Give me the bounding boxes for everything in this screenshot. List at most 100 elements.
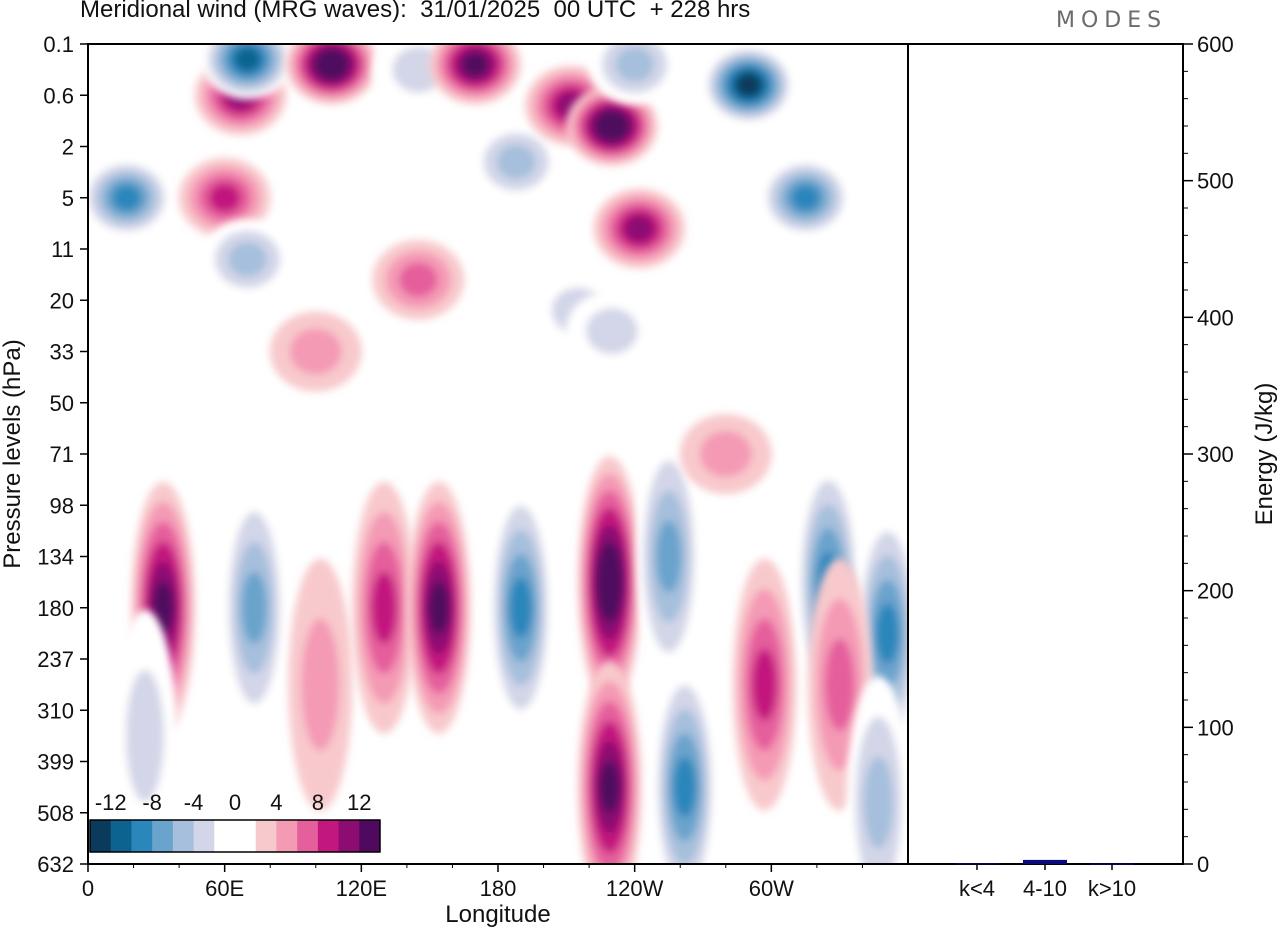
wind-anomaly — [178, 157, 271, 238]
energy-tick-label: 0 — [1197, 852, 1209, 877]
contour-level — [863, 756, 894, 849]
contour-level — [320, 53, 344, 76]
wind-field — [88, 44, 908, 864]
y-tick-label: 2 — [62, 135, 74, 160]
contour-level — [228, 241, 267, 277]
brand-logo: MODES — [1056, 8, 1168, 33]
energy-tick-label: 100 — [1197, 715, 1234, 740]
wind-anomaly — [201, 219, 294, 300]
y-tick-label: 399 — [37, 750, 74, 775]
colorbar: -12 -8 -4 0 4 8 12 — [89, 790, 381, 853]
y-axis-label: Pressure levels (hPa) — [0, 339, 26, 568]
y-tick-label: 20 — [50, 288, 74, 313]
y-tick-label: 632 — [37, 852, 74, 877]
colorbar-label: -8 — [142, 790, 162, 815]
contour-level — [301, 618, 340, 751]
energy-tick-label: 600 — [1197, 32, 1234, 57]
wind-anomaly — [846, 676, 908, 864]
y-tick-label: 33 — [50, 340, 74, 365]
wind-anomaly — [429, 44, 522, 105]
wind-anomaly — [577, 661, 642, 864]
contour-level — [600, 115, 624, 137]
colorbar-swatch — [110, 820, 132, 852]
x-tick-label: 60W — [749, 876, 794, 901]
colorbar-swatch — [214, 820, 236, 852]
contour-level — [625, 215, 654, 242]
y-tick-label: 0.1 — [43, 32, 74, 57]
colorbar-swatch — [172, 820, 195, 852]
contour-level — [599, 761, 620, 814]
colorbar-swatch — [317, 820, 340, 852]
axes: 0.1 0.6 2 5 11 20 33 50 71 98 134 180 237 310 399 508 63… — [0, 32, 1278, 928]
energy-bar — [955, 863, 999, 865]
wind-anomaly — [732, 558, 797, 811]
contour-level — [125, 669, 164, 802]
x-tick-label: 120W — [606, 876, 664, 901]
colorbar-swatch — [152, 820, 174, 852]
y-tick-label: 310 — [37, 698, 74, 723]
energy-tick-label: 300 — [1197, 442, 1234, 467]
colorbar-swatch — [297, 820, 319, 852]
chart-title: Meridional wind (MRG waves): 31/01/2025 … — [80, 0, 751, 23]
colorbar-label: -4 — [184, 790, 204, 815]
y-tick-label: 98 — [50, 493, 74, 518]
contour-level — [234, 47, 261, 72]
y-tick-label: 508 — [37, 801, 74, 826]
wind-anomaly — [565, 291, 658, 371]
colorbar-border — [89, 819, 381, 853]
wind-anomaly — [577, 456, 642, 709]
contour-level — [824, 638, 855, 731]
wind-anomaly — [759, 157, 852, 238]
wind-anomaly — [285, 44, 378, 105]
contour-level — [241, 571, 267, 644]
contour-level — [112, 184, 141, 211]
energy-tick-label: 200 — [1197, 579, 1234, 604]
energy-tick-label: 400 — [1197, 305, 1234, 330]
y-tick-label: 11 — [51, 237, 74, 262]
y-tick-label: 237 — [37, 647, 74, 672]
wind-anomaly — [702, 45, 795, 125]
contour-level — [509, 577, 532, 638]
wind-anomaly — [652, 661, 717, 864]
contour-level — [208, 183, 241, 213]
category-label: k<4 — [959, 876, 995, 901]
wind-anomaly — [88, 157, 173, 238]
contour-level — [876, 603, 899, 664]
wind-anomaly — [470, 121, 563, 202]
colorbar-label: 12 — [347, 790, 371, 815]
energy-tick-label: 500 — [1197, 169, 1234, 194]
colorbar-swatch — [276, 820, 298, 852]
colorbar-label: 8 — [312, 790, 324, 815]
category-label: k>10 — [1088, 876, 1136, 901]
x-tick-label: 60E — [205, 876, 244, 901]
wind-anomaly — [588, 44, 681, 105]
y-tick-label: 5 — [62, 186, 74, 211]
contour-level — [673, 757, 696, 818]
contour-level — [428, 581, 450, 634]
contour-level — [599, 559, 620, 606]
colorbar-swatch — [235, 820, 257, 852]
colorbar-swatch — [338, 820, 360, 852]
energy-bar — [1023, 859, 1067, 864]
colorbar-swatch — [193, 820, 215, 852]
energy-axis-label: Energy (J/kg) — [1251, 383, 1278, 526]
wind-anomaly — [565, 86, 658, 166]
wind-anomaly — [201, 44, 294, 100]
wind-anomaly — [288, 558, 353, 811]
x-tick-label: 180 — [480, 876, 517, 901]
contour-level — [656, 520, 682, 593]
x-tick-label: 120E — [336, 876, 387, 901]
energy-bars: k<4 4-10 k>10 — [955, 859, 1136, 901]
wind-anomaly — [679, 414, 772, 494]
contour-level — [496, 144, 536, 180]
contour-level — [462, 52, 488, 77]
contour-level — [289, 328, 342, 375]
energy-plot-border — [907, 43, 1184, 865]
x-axis-label: Longitude — [445, 901, 550, 928]
wind-anomaly — [406, 481, 471, 734]
y-tick-label: 0.6 — [43, 83, 74, 108]
colorbar-swatch — [359, 820, 381, 852]
contour-level — [398, 262, 438, 298]
wind-anomaly — [636, 430, 701, 683]
wind-anomaly — [222, 481, 287, 734]
